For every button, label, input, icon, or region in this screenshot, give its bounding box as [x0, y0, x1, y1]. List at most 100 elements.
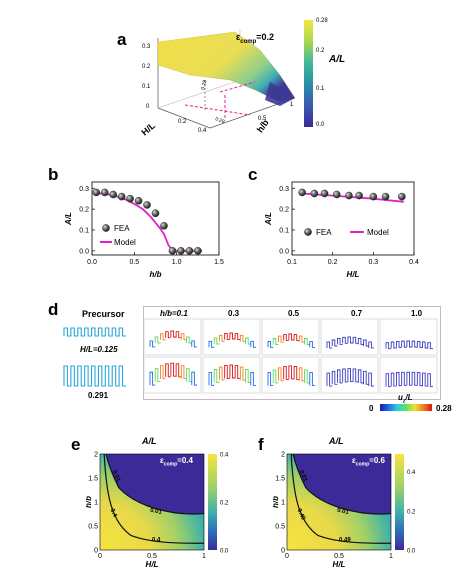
legend-model-label: Model: [114, 238, 136, 247]
deformed-segment: [218, 366, 225, 381]
legend-fea-marker: [102, 224, 110, 232]
deformed-segment: [229, 332, 236, 340]
deformed-segment: [180, 333, 187, 341]
deformed-segment: [154, 368, 161, 383]
contour-0.01: [292, 453, 392, 515]
x-tick-label: 1: [389, 553, 393, 560]
deformed-segment: [368, 372, 374, 387]
deformed-segment: [288, 365, 295, 380]
contour-label: 0.28: [200, 79, 208, 90]
legend-model-label: Model: [367, 228, 389, 237]
deformed-segment: [427, 373, 433, 388]
fea-point: [355, 191, 363, 200]
deformed-segment: [385, 373, 392, 388]
deformed-segment: [368, 341, 374, 349]
fea-point: [109, 190, 117, 199]
colorbar-tick: 0.0: [316, 122, 325, 128]
fea-point: [177, 247, 185, 255]
colorbar-tick: 0.1: [316, 86, 325, 92]
deformed-segment: [191, 340, 197, 348]
deformed-segment: [342, 336, 348, 344]
fea-point: [298, 188, 306, 197]
panel-letter-a: a: [117, 30, 127, 49]
fea-point: [369, 192, 378, 201]
deformed-segment: [250, 340, 256, 348]
deformed-segment: [224, 333, 230, 341]
x-tick-label: 1.0: [172, 259, 182, 266]
y-tick-label: 1: [281, 500, 285, 507]
colorbar-max: 0.28: [436, 404, 452, 413]
deformed-segment: [250, 371, 256, 386]
colorbar-tick: 0.2: [407, 509, 416, 515]
fea-point: [168, 247, 177, 255]
contour-high: [290, 453, 392, 544]
colorbar: [395, 454, 404, 550]
x-axis-label: H/L: [333, 560, 346, 569]
z-tick: 0.1: [142, 84, 151, 90]
deformed-segment: [208, 371, 215, 386]
fea-point: [117, 192, 126, 201]
deformed-segment: [304, 369, 310, 384]
deformed-segment: [427, 342, 433, 350]
deformed-segment: [245, 369, 251, 383]
deformed-segment: [331, 339, 338, 347]
panel-d-colorbar: [380, 404, 432, 411]
deformed-segment: [165, 363, 171, 378]
x-axis-label: h/b: [150, 270, 162, 279]
colorbar-title: uz/L: [398, 393, 413, 405]
y-tick-label: 0.5: [275, 524, 285, 531]
deformed-segment: [283, 334, 289, 341]
x-tick-label: 0.4: [409, 259, 419, 266]
deformed-segment: [239, 334, 246, 342]
panel-c-chart: 0.1 0.2 0.3 0.4 0.0 0.1 0.2 0.3 H/L A/L FEA Model: [264, 181, 419, 279]
panel-letter-e: e: [71, 435, 81, 454]
y-tick-label: 2: [281, 452, 285, 459]
deformed-segment: [342, 368, 348, 383]
deformed-shapes: [143, 318, 438, 394]
panel-letter-f: f: [258, 435, 264, 454]
x-tick-label: 1.5: [214, 259, 224, 266]
deformed-segment: [309, 372, 315, 387]
legend-fea-label: FEA: [114, 224, 130, 233]
deformed-segment: [352, 368, 359, 383]
precursor-large-amplitude: [63, 365, 126, 387]
deformed-segment: [336, 369, 343, 384]
panel-e-heatmap: 0.01 0.01 0.4 0.4 0 0.5 1 0 0.5 1 1.5 2 H/L h/b 0.4 0.2…: [86, 452, 229, 570]
shape-cell: [143, 318, 202, 356]
y-axis-label: A/L: [64, 212, 73, 226]
panel-a-colorbar: [304, 20, 313, 127]
zero-amplitude-region: [293, 454, 391, 515]
panel-letter-b: b: [48, 165, 59, 184]
deformed-segment: [363, 370, 369, 385]
deformed-segment: [165, 331, 171, 339]
fea-point: [332, 190, 341, 199]
x-axis-label: H/L: [146, 560, 159, 569]
fea-point: [397, 192, 406, 201]
panel-letter-d: d: [48, 300, 59, 319]
deformed-segment: [422, 341, 428, 349]
deformed-segment: [304, 338, 310, 345]
deformed-segment: [298, 367, 305, 382]
deformed-segment: [191, 371, 197, 386]
legend-fea-label: FEA: [316, 228, 332, 237]
contour-label: 0.4: [152, 537, 161, 543]
y-tick-label: 0.1: [279, 227, 289, 234]
deformed-segment: [149, 371, 156, 386]
legend-fea-marker: [304, 228, 312, 236]
deformed-segment: [347, 336, 354, 344]
column-header: 0.3: [228, 309, 240, 318]
y-tick: 1: [290, 102, 294, 108]
contour-label: 0.28: [214, 116, 225, 125]
contour-line: [184, 104, 251, 116]
deformed-segment: [406, 340, 413, 348]
contour-label: 0.01: [150, 508, 163, 516]
fea-point: [100, 188, 109, 197]
panel-e-title: A/L: [142, 436, 157, 446]
deformed-segment: [422, 372, 428, 387]
colorbar-tick: 0.2: [316, 48, 325, 54]
deformed-segment: [298, 335, 305, 343]
deformed-segment: [186, 368, 192, 383]
precursor-title: Precursor: [82, 309, 125, 319]
deformed-segment: [159, 365, 166, 380]
x-tick-label: 0.5: [147, 553, 157, 560]
